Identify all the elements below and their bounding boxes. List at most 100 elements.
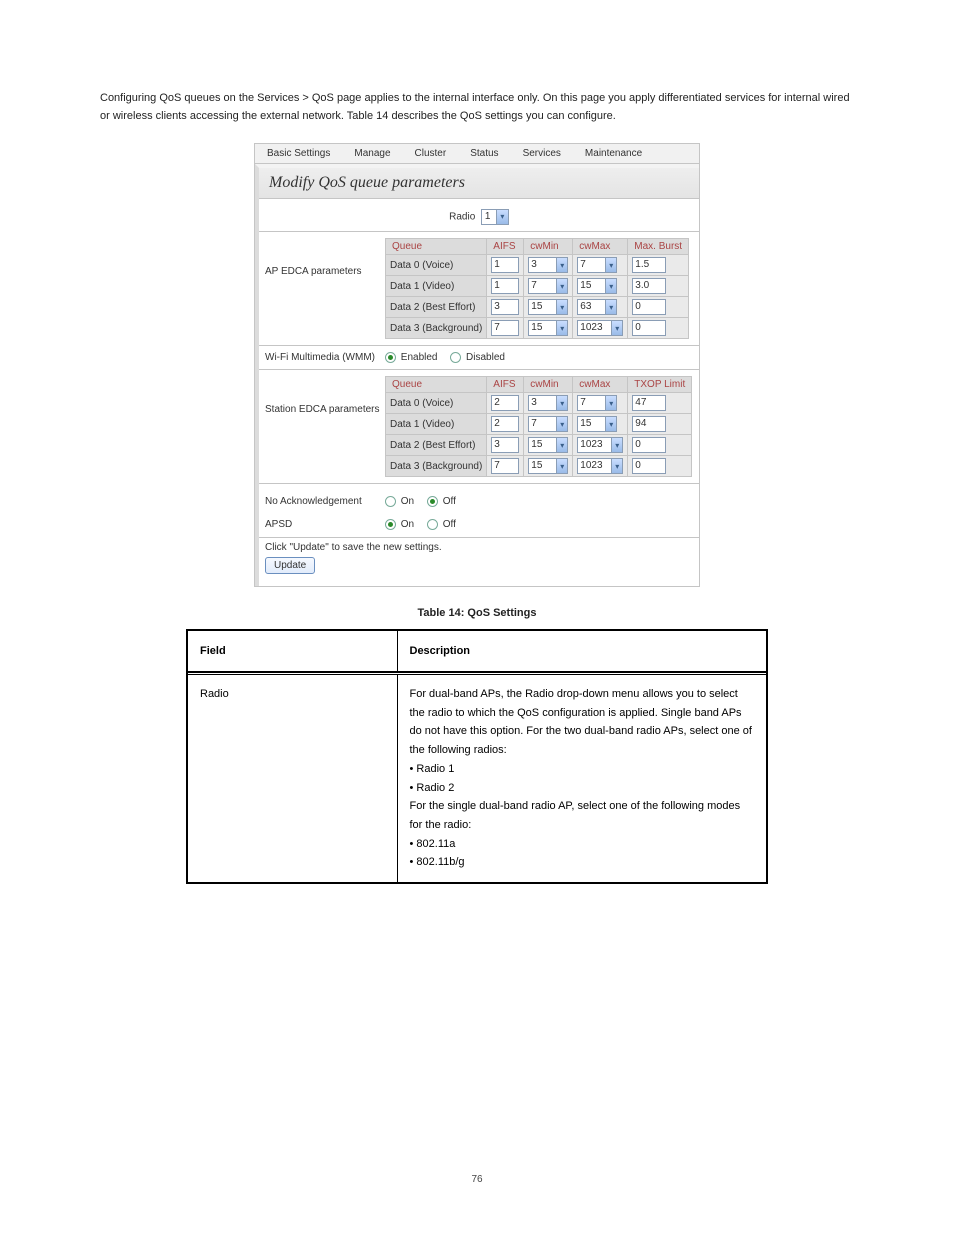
chevron-down-icon: ▾	[605, 257, 617, 273]
table-row: Data 0 (Voice) 1 3▾ 7▾ 1.5	[386, 255, 689, 276]
intro-text: Configuring QoS queues on the Services >…	[100, 90, 854, 125]
apsd-on-label: On	[401, 519, 414, 530]
tab-maintenance[interactable]: Maintenance	[573, 144, 654, 163]
txop-input[interactable]: 47	[632, 395, 666, 411]
table-row: Data 1 (Video) 2 7▾ 15▾ 94	[386, 414, 692, 435]
chevron-down-icon: ▾	[605, 278, 617, 294]
table-row: Data 2 (Best Effort) 3 15▾ 63▾ 0	[386, 297, 689, 318]
queue-name: Data 3 (Background)	[386, 318, 487, 339]
cwmax-select[interactable]: 63	[577, 299, 605, 315]
txop-input[interactable]: 0	[632, 458, 666, 474]
aifs-input[interactable]: 1	[491, 278, 519, 294]
table-row: Radio For dual-band APs, the Radio drop-…	[187, 675, 767, 883]
update-button[interactable]: Update	[265, 557, 315, 574]
chevron-down-icon: ▾	[556, 437, 568, 453]
save-instructions: Click "Update" to save the new settings.	[259, 538, 699, 555]
aifs-input[interactable]: 3	[491, 437, 519, 453]
wmm-enabled-label: Enabled	[401, 352, 438, 363]
queue-name: Data 1 (Video)	[386, 276, 487, 297]
station-col-cwmin: cwMin	[524, 377, 573, 393]
aifs-input[interactable]: 1	[491, 257, 519, 273]
wmm-section: Wi-Fi Multimedia (WMM) Enabled Disabled	[259, 346, 699, 370]
figure-caption: Table 14: QoS Settings	[100, 607, 854, 619]
chevron-down-icon: ▾	[605, 416, 617, 432]
ap-col-maxburst: Max. Burst	[628, 239, 689, 255]
apsd-on-radio[interactable]	[385, 519, 396, 530]
tab-status[interactable]: Status	[458, 144, 510, 163]
station-edca-table: Queue AIFS cwMin cwMax TXOP Limit Data 0…	[385, 376, 692, 477]
panel-title: Modify QoS queue parameters	[269, 174, 465, 191]
wmm-disabled-radio[interactable]	[450, 352, 461, 363]
noack-off-label: Off	[443, 496, 456, 507]
chevron-down-icon: ▾	[605, 395, 617, 411]
field-name: Radio	[187, 675, 397, 883]
cwmin-select[interactable]: 15	[528, 458, 556, 474]
table-row: Data 1 (Video) 1 7▾ 15▾ 3.0	[386, 276, 689, 297]
chevron-down-icon: ▾	[556, 458, 568, 474]
cwmin-select[interactable]: 3	[528, 395, 556, 411]
cwmin-select[interactable]: 3	[528, 257, 556, 273]
cwmin-select[interactable]: 15	[528, 437, 556, 453]
cwmin-select[interactable]: 7	[528, 278, 556, 294]
ap-col-queue: Queue	[386, 239, 487, 255]
chevron-down-icon: ▾	[556, 257, 568, 273]
table-header-desc: Description	[397, 630, 767, 672]
apsd-section: APSD On Off	[259, 513, 699, 537]
cwmax-select[interactable]: 1023	[577, 437, 611, 453]
table-row: Data 0 (Voice) 2 3▾ 7▾ 47	[386, 393, 692, 414]
noack-on-label: On	[401, 496, 414, 507]
station-edca-label: Station EDCA parameters	[265, 376, 385, 477]
tab-services[interactable]: Services	[511, 144, 573, 163]
noack-off-radio[interactable]	[427, 496, 438, 507]
ap-col-cwmax: cwMax	[573, 239, 628, 255]
chevron-down-icon: ▾	[556, 416, 568, 432]
table-row: Data 3 (Background) 7 15▾ 1023▾ 0	[386, 456, 692, 477]
txop-input[interactable]: 94	[632, 416, 666, 432]
maxburst-input[interactable]: 1.5	[632, 257, 666, 273]
qos-settings-table: Field Description Radio For dual-band AP…	[186, 629, 768, 884]
radio-select[interactable]: 1 ▾	[481, 209, 509, 225]
cwmax-select[interactable]: 1023	[577, 320, 611, 336]
tab-bar: Basic Settings Manage Cluster Status Ser…	[255, 144, 699, 164]
table-row: Data 2 (Best Effort) 3 15▾ 1023▾ 0	[386, 435, 692, 456]
aifs-input[interactable]: 7	[491, 458, 519, 474]
apsd-label: APSD	[265, 519, 385, 530]
qos-screenshot: Basic Settings Manage Cluster Status Ser…	[254, 143, 700, 586]
aifs-input[interactable]: 2	[491, 395, 519, 411]
cwmin-select[interactable]: 15	[528, 320, 556, 336]
aifs-input[interactable]: 3	[491, 299, 519, 315]
radio-label: Radio	[449, 212, 475, 223]
cwmax-select[interactable]: 15	[577, 278, 605, 294]
ap-edca-table: Queue AIFS cwMin cwMax Max. Burst Data 0…	[385, 238, 689, 339]
noack-on-radio[interactable]	[385, 496, 396, 507]
cwmin-select[interactable]: 7	[528, 416, 556, 432]
maxburst-input[interactable]: 0	[632, 320, 666, 336]
wmm-label: Wi-Fi Multimedia (WMM)	[265, 352, 385, 363]
cwmax-select[interactable]: 7	[577, 257, 605, 273]
ap-col-aifs: AIFS	[487, 239, 524, 255]
radio-selector-row: Radio 1 ▾	[259, 199, 699, 232]
queue-name: Data 0 (Voice)	[386, 255, 487, 276]
table-header-field: Field	[187, 630, 397, 672]
ap-edca-section: AP EDCA parameters Queue AIFS cwMin cwMa…	[259, 232, 699, 346]
aifs-input[interactable]: 7	[491, 320, 519, 336]
tab-cluster[interactable]: Cluster	[403, 144, 459, 163]
wmm-disabled-label: Disabled	[466, 352, 505, 363]
tab-basic-settings[interactable]: Basic Settings	[255, 144, 342, 163]
tab-manage[interactable]: Manage	[342, 144, 402, 163]
apsd-off-radio[interactable]	[427, 519, 438, 530]
station-col-queue: Queue	[386, 377, 487, 393]
queue-name: Data 3 (Background)	[386, 456, 487, 477]
maxburst-input[interactable]: 3.0	[632, 278, 666, 294]
cwmax-select[interactable]: 7	[577, 395, 605, 411]
cwmax-select[interactable]: 1023	[577, 458, 611, 474]
chevron-down-icon: ▾	[611, 437, 623, 453]
field-desc: For dual-band APs, the Radio drop-down m…	[397, 675, 767, 883]
cwmax-select[interactable]: 15	[577, 416, 605, 432]
wmm-enabled-radio[interactable]	[385, 352, 396, 363]
maxburst-input[interactable]: 0	[632, 299, 666, 315]
cwmin-select[interactable]: 15	[528, 299, 556, 315]
txop-input[interactable]: 0	[632, 437, 666, 453]
station-edca-section: Station EDCA parameters Queue AIFS cwMin…	[259, 370, 699, 484]
aifs-input[interactable]: 2	[491, 416, 519, 432]
